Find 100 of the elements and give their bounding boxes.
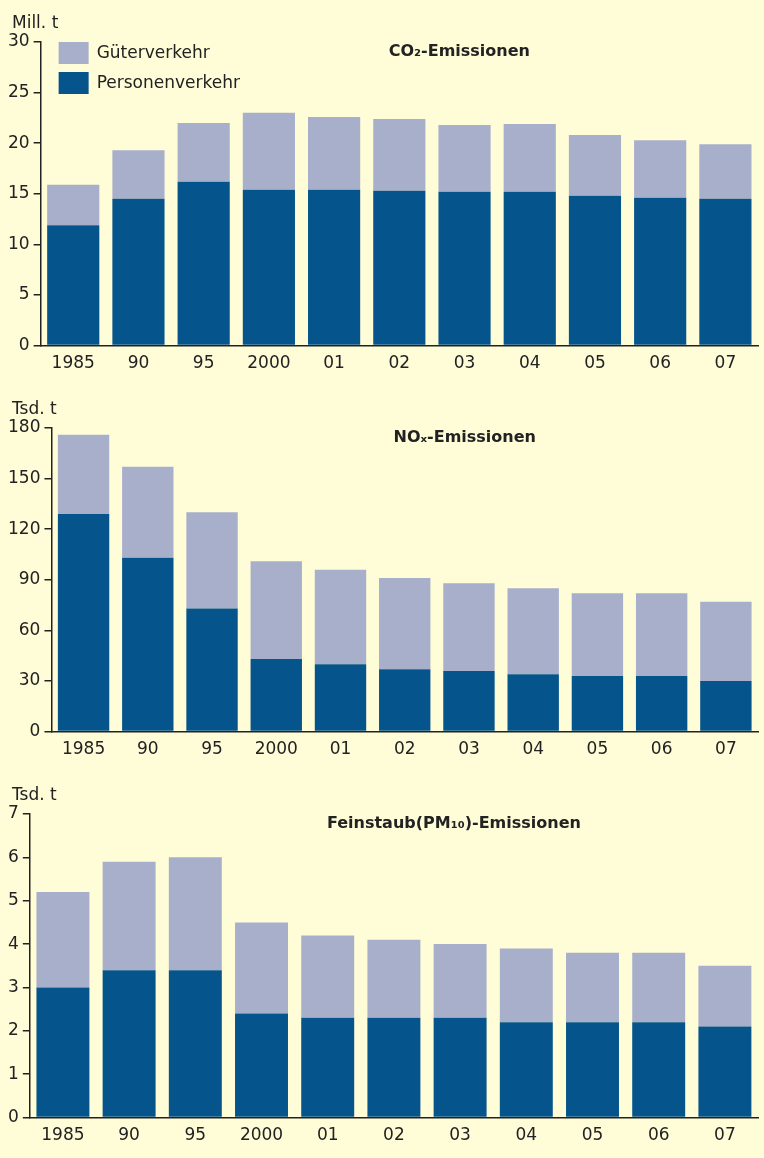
x-tick-label: 1985 [61,738,106,759]
x-tick-label: 03 [453,352,476,373]
bar [242,112,295,190]
bar [47,184,100,226]
bar [112,150,165,199]
bar [57,434,110,515]
y-tick-label: 90 [18,568,41,589]
x-tick-label: 04 [515,1124,538,1145]
x-tick-label: 95 [184,1124,207,1145]
y-tick-label: 7 [7,802,19,823]
y-tick-label: 0 [18,334,30,355]
bar [122,557,174,731]
x-tick-label: 03 [449,1124,471,1145]
x-tick-label: 04 [518,352,541,373]
bar [503,123,556,192]
y-tick-label: 0 [7,1106,19,1127]
bar [47,225,100,345]
bar [242,189,295,345]
bar [122,466,174,558]
x-tick-label: 01 [323,352,345,373]
y-tick-label: 5 [7,889,19,910]
bar [433,944,487,1018]
bar [507,674,559,731]
x-tick-label: 02 [388,352,411,373]
bar [250,561,302,660]
bar [177,181,230,345]
x-tick-label: 02 [393,738,416,759]
bar [301,1017,355,1117]
y-tick-label: 1 [7,1062,19,1083]
bar [503,191,556,345]
bar [433,1017,487,1117]
bar [632,1022,686,1117]
bar [168,857,222,971]
bar [634,140,687,198]
chart-title: CO₂-Emissionen [388,41,530,61]
x-tick-label: 90 [127,352,150,373]
y-tick-label: 2 [7,1019,19,1040]
y-tick-label: 120 [7,517,41,538]
bar [443,583,495,671]
bar [499,948,553,1023]
x-tick-label: 90 [136,738,159,759]
bar [568,135,622,196]
legend-label: Güterverkehr [96,42,210,63]
bar [112,198,165,345]
bar [102,970,156,1117]
bar [168,970,222,1117]
x-tick-label: 05 [581,1124,604,1145]
bar [699,198,752,345]
bar [699,144,752,199]
y-tick-label: 15 [7,182,30,203]
bar [186,608,238,731]
y-tick-label: 10 [7,232,30,253]
x-tick-label: 06 [649,352,671,373]
chart-title: NOₓ-Emissionen [393,427,536,447]
bar [566,952,619,1023]
chart-title: Feinstaub(PM₁₀)-Emissionen [326,813,581,833]
bar [635,593,688,676]
bar [235,922,288,1014]
x-tick-label: 02 [383,1124,405,1145]
bar [186,512,238,609]
y-tick-label: 6 [7,845,19,866]
y-tick-label: 20 [7,131,30,152]
x-tick-label: 03 [458,738,480,759]
bar [443,670,495,731]
y-tick-label: 4 [7,932,19,953]
bar [571,675,624,731]
bar [308,116,361,190]
x-tick-label: 1985 [41,1124,85,1145]
bar [438,191,491,345]
x-tick-label: 05 [584,352,606,373]
x-tick-label: 07 [714,352,737,373]
bar [566,1022,619,1117]
y-tick-label: 180 [7,416,41,437]
bar [314,664,367,731]
bar [367,1017,421,1117]
y-axis-title: Mill. t [12,11,59,32]
bar [250,659,302,731]
bar [634,197,687,345]
bar [507,588,559,675]
bar [57,514,110,731]
bar [301,935,355,1018]
x-tick-label: 04 [522,738,545,759]
bar [379,669,431,731]
bar [36,987,90,1117]
legend-label: Personenverkehr [96,72,240,93]
bar [698,965,752,1027]
x-tick-label: 07 [714,1124,736,1145]
y-tick-label: 5 [18,283,30,304]
y-tick-label: 30 [18,669,41,690]
bar [698,1026,752,1117]
bar [438,124,491,192]
y-tick-label: 30 [7,30,30,51]
x-tick-label: 1985 [51,352,95,373]
x-tick-label: 01 [316,1124,339,1145]
bar [373,190,426,345]
x-tick-label: 2000 [239,1124,284,1145]
bar [379,578,431,670]
x-tick-label: 90 [118,1124,140,1145]
y-tick-label: 150 [7,467,41,488]
y-tick-label: 0 [29,720,41,741]
